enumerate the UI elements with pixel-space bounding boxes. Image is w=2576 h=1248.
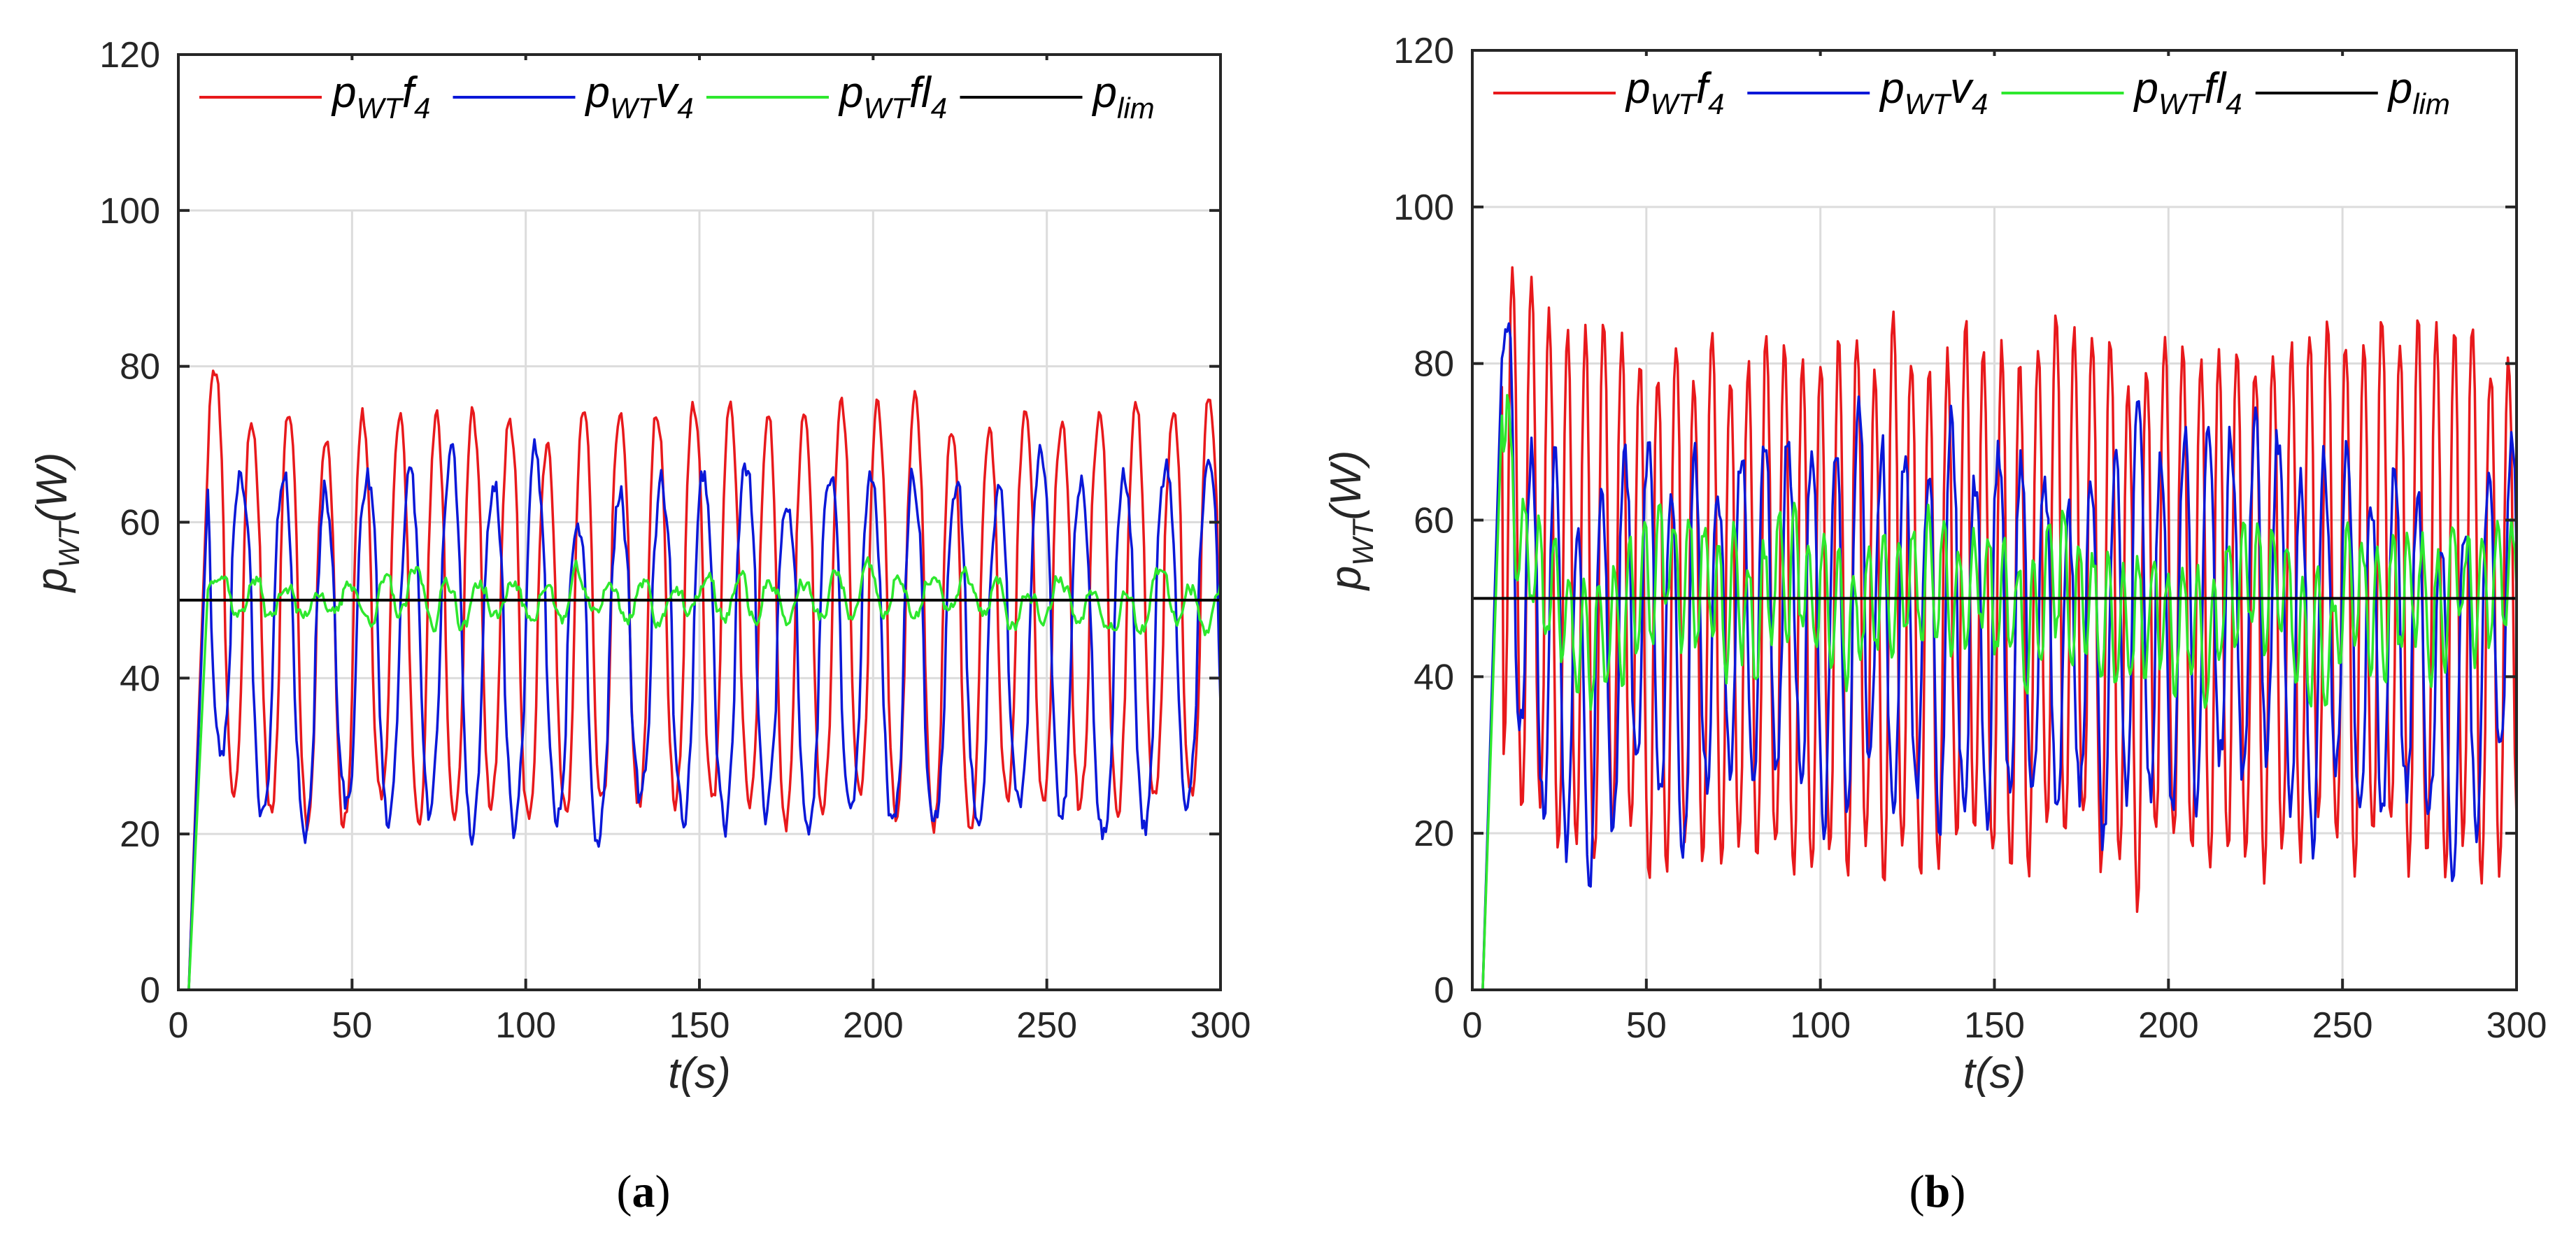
chart-a-x-axis-label: t(s) xyxy=(668,1049,731,1098)
chart-b-x-tick-label: 50 xyxy=(1626,1005,1667,1046)
chart-b-x-tick-label: 300 xyxy=(2486,1005,2547,1046)
chart-b-legend-label: pWTv4 xyxy=(1879,64,1988,120)
chart-a-y-axis-label: pWT(W) xyxy=(28,453,85,594)
chart-a-legend: pWTf4 pWTv4 pWTfl4 plim xyxy=(185,60,1214,137)
chart-b-y-tick-label: 20 xyxy=(1414,814,1454,854)
chart-a-series-f4-line xyxy=(178,369,1221,990)
chart-b-y-tick-label: 60 xyxy=(1414,501,1454,541)
chart-a-x-tick-label: 50 xyxy=(332,1005,372,1046)
chart-b-y-tick-label: 120 xyxy=(1393,31,1454,71)
chart-b-y-tick-label: 100 xyxy=(1393,187,1454,228)
chart-a-x-tick-label: 0 xyxy=(169,1005,189,1046)
chart-b-series-v4-line xyxy=(1472,322,2517,990)
chart-b-legend: pWTf4 pWTv4 pWTfl4 plim xyxy=(1479,56,2510,133)
chart-a-y-tick-label: 120 xyxy=(99,35,160,76)
chart-a-y-tick-label: 100 xyxy=(99,191,160,232)
chart-b-x-tick-label: 150 xyxy=(1964,1005,2025,1046)
chart-b-x-tick-label: 250 xyxy=(2312,1005,2373,1046)
chart-b-legend-label: plim xyxy=(2387,64,2450,120)
chart-a-y-tick-label: 20 xyxy=(120,814,160,855)
chart-a-x-tick-label: 100 xyxy=(495,1005,556,1046)
chart-a-y-tick-label: 80 xyxy=(120,347,160,388)
chart-b-y-tick-label: 80 xyxy=(1414,344,1454,385)
chart-a-x-tick-label: 150 xyxy=(669,1005,730,1046)
chart-b-series-fl4-line xyxy=(1472,394,2517,990)
chart-a-legend-label: plim xyxy=(1092,69,1155,125)
chart-b-y-tick-label: 0 xyxy=(1434,970,1454,1011)
chart-a-y-tick-label: 40 xyxy=(120,658,160,699)
chart-a-legend-label: pWTv4 xyxy=(585,69,694,125)
chart-a-x-tick-label: 300 xyxy=(1190,1005,1251,1046)
chart-b-y-axis-label: pWT(W) xyxy=(1322,451,1379,592)
chart-b-caption: (b) xyxy=(1909,1166,1966,1217)
chart-a-x-tick-label: 200 xyxy=(843,1005,904,1046)
chart-a-legend-label: pWTfl4 xyxy=(838,69,947,125)
chart-a-caption: (a) xyxy=(617,1166,671,1217)
chart-a: 0 50 100 150 200 250 300 0 20 40 60 80 100 120 t(s) pWT… xyxy=(28,35,1251,1217)
chart-a-y-tick-label: 0 xyxy=(140,970,160,1011)
chart-b-x-axis-label: t(s) xyxy=(1963,1049,2026,1098)
chart-a-series-fl4-line xyxy=(178,556,1221,990)
chart-b-y-tick-label: 40 xyxy=(1414,657,1454,697)
chart-a-series-v4-line xyxy=(178,438,1221,990)
chart-b-x-tick-label: 0 xyxy=(1463,1005,1483,1046)
chart-a-x-tick-label: 250 xyxy=(1016,1005,1077,1046)
chart-b-x-tick-label: 200 xyxy=(2138,1005,2199,1046)
chart-b-legend-label: pWTfl4 xyxy=(2133,64,2242,120)
chart-b-x-tick-label: 100 xyxy=(1790,1005,1851,1046)
chart-b-series-f4-line xyxy=(1472,266,2517,990)
chart-b: 0 50 100 150 200 250 300 0 20 40 60 80 100 120 t(s) pWT… xyxy=(1322,31,2547,1217)
chart-a-legend-label: pWTf4 xyxy=(331,69,430,125)
chart-a-y-tick-label: 60 xyxy=(120,503,160,544)
